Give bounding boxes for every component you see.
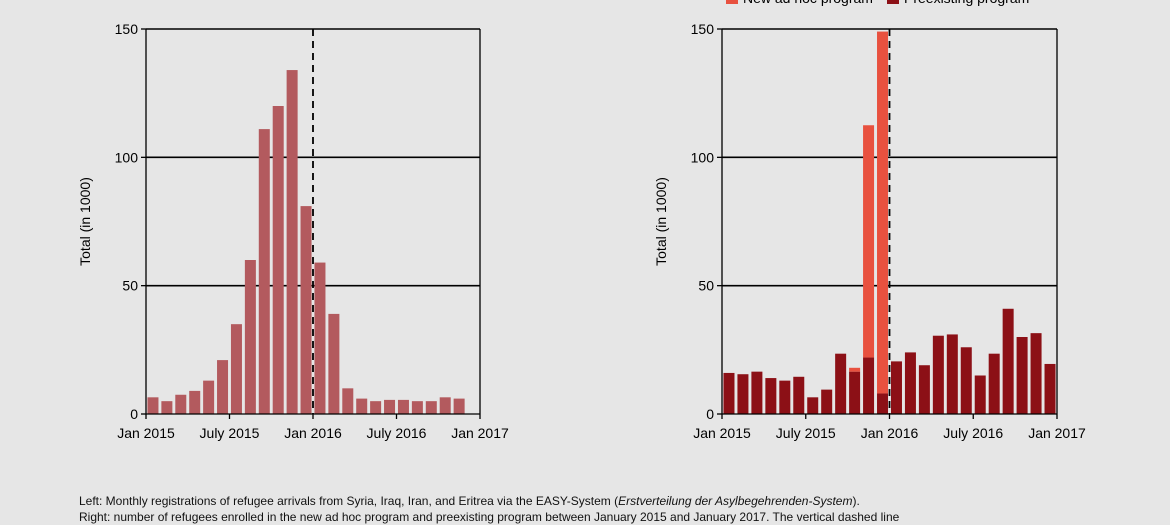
bar-17 — [384, 399, 396, 414]
x-tick-label-4: Jan 2017 — [1028, 425, 1086, 441]
bar-preexisting-program-15 — [932, 335, 944, 414]
y-tick-label-150: 150 — [115, 21, 139, 37]
x-tick-label-3: July 2016 — [943, 425, 1003, 441]
bar-new-ad-hoc-program-11 — [877, 31, 889, 394]
bar-preexisting-program-22 — [1030, 333, 1042, 414]
bar-preexisting-program-20 — [1002, 308, 1014, 414]
bar-preexisting-program-11 — [877, 393, 889, 414]
bar-1 — [161, 401, 173, 414]
y-tick-label-50: 50 — [122, 278, 138, 294]
bar-0 — [147, 397, 159, 414]
x-tick-label-3: July 2016 — [367, 425, 427, 441]
bar-2 — [175, 394, 187, 414]
bar-new-ad-hoc-program-10 — [863, 125, 875, 358]
bar-preexisting-program-8 — [835, 353, 847, 414]
caption-line-1: Left: Monthly registrations of refugee a… — [79, 493, 1164, 509]
bar-preexisting-program-2 — [751, 371, 763, 414]
bar-20 — [425, 401, 437, 414]
caption-line-1-text: Left: Monthly registrations of refugee a… — [79, 494, 619, 508]
bar-13 — [328, 313, 340, 414]
bar-3 — [189, 390, 201, 414]
legend-label-preexisting-program: Preexisting program — [904, 0, 1029, 6]
y-tick-label-100: 100 — [691, 149, 715, 165]
caption-line-2: Right: number of refugees enrolled in th… — [79, 510, 900, 524]
bar-10 — [286, 70, 298, 415]
y-tick-label-50: 50 — [698, 278, 714, 294]
bar-4 — [203, 380, 215, 414]
right-chart: 0 50 100 150 Jan 2015 July 2015 Jan 2016 July 2… — [653, 0, 1086, 441]
y-tick-label-0: 0 — [706, 406, 714, 422]
bar-preexisting-program-6 — [807, 397, 819, 414]
y-axis-label: Total (in 1000) — [77, 177, 93, 266]
x-tick-label-0: Jan 2015 — [693, 425, 751, 441]
figure-caption: Left: Monthly registrations of refugee a… — [79, 493, 1164, 525]
bar-preexisting-program-4 — [779, 380, 791, 414]
bar-new-ad-hoc-program-9 — [849, 367, 861, 372]
bar-19 — [411, 401, 423, 414]
bar-preexisting-program-9 — [849, 371, 861, 414]
bar-preexisting-program-12 — [890, 361, 902, 414]
y-tick-label-150: 150 — [691, 21, 715, 37]
x-tick-label-2: Jan 2016 — [284, 425, 342, 441]
bar-21 — [439, 397, 451, 414]
left-chart: 0 50 100 150 Jan 2015 July 2015 Jan 2016 July 2… — [77, 21, 509, 441]
bar-preexisting-program-1 — [737, 374, 749, 414]
legend-swatch-new-ad-hoc-program — [726, 0, 738, 4]
bar-preexisting-program-13 — [904, 352, 916, 414]
legend-label-new-ad-hoc-program: New ad hoc program — [743, 0, 873, 6]
bar-preexisting-program-7 — [821, 389, 833, 414]
bar-preexisting-program-23 — [1044, 363, 1056, 414]
bar-15 — [356, 398, 368, 414]
bar-preexisting-program-14 — [918, 365, 930, 414]
legend: New ad hoc program Preexisting program — [726, 0, 1029, 6]
bar-18 — [397, 399, 409, 414]
bar-16 — [370, 401, 382, 414]
charts-canvas: 0 50 100 150 Jan 2015 July 2015 Jan 2016 July 2… — [77, 0, 1086, 441]
x-tick-label-1: July 2015 — [776, 425, 836, 441]
bar-preexisting-program-17 — [960, 347, 972, 414]
bar-preexisting-program-18 — [974, 375, 986, 414]
x-tick-label-0: Jan 2015 — [117, 425, 175, 441]
bar-preexisting-program-16 — [946, 334, 958, 414]
y-axis-label: Total (in 1000) — [653, 177, 669, 266]
x-tick-label-4: Jan 2017 — [451, 425, 509, 441]
bar-preexisting-program-10 — [863, 357, 875, 414]
bar-11 — [300, 206, 312, 414]
bar-6 — [230, 324, 242, 414]
bar-7 — [244, 260, 256, 414]
bar-preexisting-program-3 — [765, 378, 777, 414]
bar-preexisting-program-5 — [793, 376, 805, 414]
caption-line-1-italic: Erstverteilung der Asylbegehrenden-Syste… — [618, 494, 853, 508]
x-tick-label-1: July 2015 — [200, 425, 260, 441]
bar-14 — [342, 388, 354, 414]
y-tick-label-100: 100 — [115, 149, 139, 165]
bar-preexisting-program-19 — [988, 353, 1000, 414]
bar-22 — [453, 398, 465, 414]
legend-swatch-preexisting-program — [887, 0, 899, 4]
bar-preexisting-program-21 — [1016, 337, 1028, 414]
y-tick-label-0: 0 — [130, 406, 138, 422]
bar-8 — [258, 129, 270, 414]
x-tick-label-2: Jan 2016 — [861, 425, 919, 441]
bar-12 — [314, 262, 326, 414]
bar-preexisting-program-0 — [723, 372, 735, 414]
bar-9 — [272, 106, 284, 414]
bar-5 — [217, 360, 229, 414]
caption-line-1-end: ). — [852, 494, 860, 508]
